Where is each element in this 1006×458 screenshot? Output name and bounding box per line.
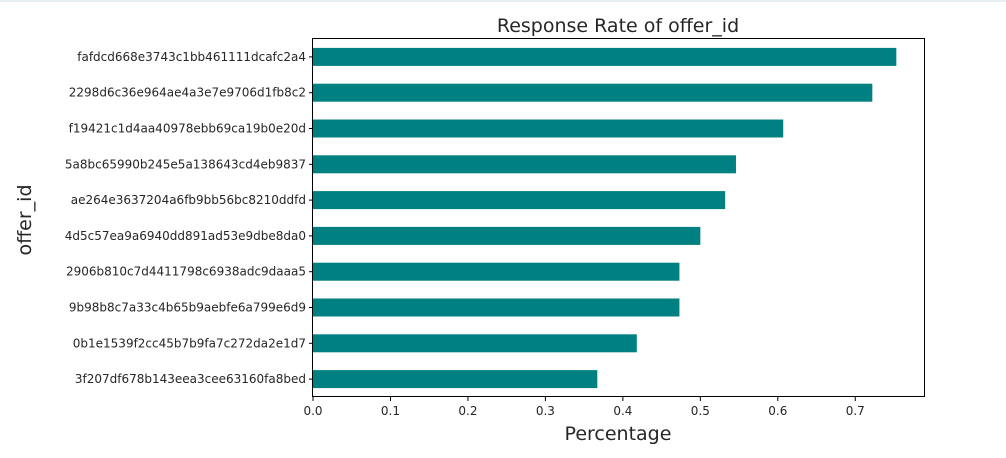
y-tick-label: 4d5c57ea9a6940dd891ad53e9dbe8da0: [65, 229, 306, 243]
x-axis-title: Percentage: [565, 423, 672, 445]
x-tick-label: 0.2: [458, 404, 477, 418]
bar-2906b810c7d4411798c6938adc9daaa5: [313, 262, 680, 281]
x-tick-label: 0.6: [768, 404, 787, 418]
y-tick-label: f19421c1d4aa40978ebb69ca19b0e20d: [69, 122, 306, 136]
x-tick-label: 0.0: [303, 404, 322, 418]
x-tick-label: 0.4: [613, 404, 632, 418]
y-tick-label: 0b1e1539f2cc45b7b9fa7c272da2e1d7: [73, 336, 306, 350]
bar-2298d6c36e964ae4a3e7e9706d1fb8c2: [313, 83, 873, 102]
y-tick-label: fafdcd668e3743c1bb461111dcafc2a4: [77, 50, 306, 64]
top-divider: [0, 0, 1006, 2]
y-tick-label: 9b98b8c7a33c4b65b9aebfe6a799e6d9: [69, 301, 306, 315]
y-tick-label: 5a8bc65990b245e5a138643cd4eb9837: [65, 157, 306, 171]
y-tick-label: 3f207df678b143eea3cee63160fa8bed: [75, 372, 306, 386]
plot-frame: [312, 38, 925, 397]
y-ticks-layer: fafdcd668e3743c1bb461111dcafc2a4 2298d6c3…: [65, 50, 313, 386]
y-tick-label: ae264e3637204a6fb9bb56bc8210ddfd: [71, 193, 306, 207]
bars-layer: [313, 47, 897, 389]
y-axis-title: offer_id: [14, 184, 36, 255]
bar-5a8bc65990b245e5a138643cd4eb9837: [313, 155, 736, 174]
y-tick-label: 2906b810c7d4411798c6938adc9daaa5: [66, 265, 306, 279]
bar-0b1e1539f2cc45b7b9fa7c272da2e1d7: [313, 334, 637, 353]
y-tick-label: 2298d6c36e964ae4a3e7e9706d1fb8c2: [69, 86, 306, 100]
bar-fafdcd668e3743c1bb461111dcafc2a4: [313, 47, 897, 66]
bar-4d5c57ea9a6940dd891ad53e9dbe8da0: [313, 226, 701, 245]
bar-3f207df678b143eea3cee63160fa8bed: [313, 370, 598, 389]
bar-9b98b8c7a33c4b65b9aebfe6a799e6d9: [313, 298, 680, 317]
bar-ae264e3637204a6fb9bb56bc8210ddfd: [313, 191, 726, 210]
x-tick-label: 0.7: [846, 404, 865, 418]
chart-title: Response Rate of offer_id: [497, 15, 739, 37]
x-tick-label: 0.1: [381, 404, 400, 418]
x-ticks-layer: 0.0 0.1 0.2 0.3 0.4 0.5 0.6 0.7: [303, 397, 865, 418]
x-tick-label: 0.3: [536, 404, 555, 418]
bar-f19421c1d4aa40978ebb69ca19b0e20d: [313, 119, 784, 138]
x-tick-label: 0.5: [691, 404, 710, 418]
